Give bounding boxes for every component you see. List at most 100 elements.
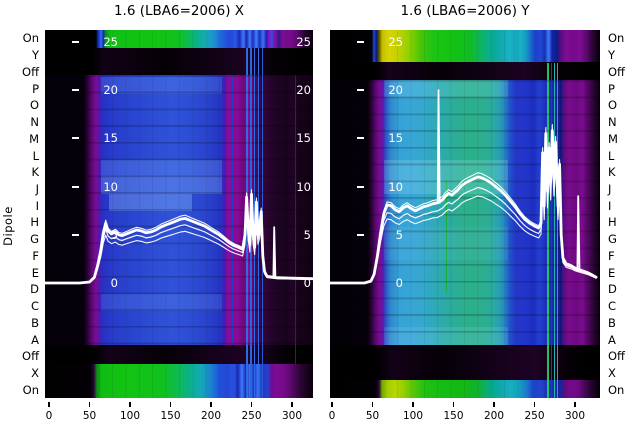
tick-value: 0 [110, 276, 118, 290]
row-label-a: A [608, 332, 616, 347]
y-tick-label: 0 [72, 276, 118, 290]
spike-line [436, 89, 441, 204]
y-tick-label: 15 [357, 131, 403, 145]
row-highlight [101, 294, 222, 311]
y-tick-label: 20 [357, 83, 403, 97]
spike-line [576, 195, 581, 271]
curve-plot [45, 189, 313, 285]
x-tick-mark [48, 402, 50, 407]
tick-value: 10 [103, 179, 118, 194]
x-tick-mark [250, 402, 253, 407]
row-label-x: X [31, 366, 39, 381]
row-label-o: O [608, 98, 618, 113]
x-tick-label: 50 [82, 410, 97, 422]
row-label-y: Y [608, 48, 616, 63]
row-label-on: On [608, 382, 625, 397]
row-label-c: C [608, 299, 617, 314]
x-tick-label: 150 [443, 410, 464, 422]
row-label-e: E [608, 265, 616, 280]
row-label-off: Off [22, 349, 39, 364]
y-tick-label: 25 [72, 35, 118, 49]
row-label-g: G [30, 232, 39, 247]
curve-plot [330, 89, 598, 285]
x-tick-mark [533, 402, 536, 407]
row-label-off: Off [22, 64, 39, 79]
x-tick-mark [210, 402, 212, 407]
row-label-n: N [608, 115, 617, 130]
tick-dash [357, 41, 364, 43]
row-label-f: F [608, 248, 615, 263]
x-on-rows-band-bottom [45, 364, 313, 398]
row-label-y: Y [31, 48, 39, 63]
tick-dash [357, 137, 364, 140]
panel-x-title: 1.6 (LBA6=2006) X [113, 3, 245, 19]
y-tick-label-right: 20 [296, 83, 311, 98]
row-label-o: O [29, 98, 39, 113]
row-label-a: A [31, 332, 39, 347]
row-highlight [384, 327, 509, 345]
x-tick-label: 200 [200, 410, 222, 422]
off-row-wash-top [330, 62, 600, 80]
main-curve [45, 192, 313, 285]
on-row-band-top [45, 30, 313, 48]
row-label-off: Off [608, 349, 625, 364]
tick-value: 15 [103, 131, 118, 146]
y-tick-label-right: 10 [296, 179, 311, 194]
row-label-on: On [608, 31, 625, 46]
x-tick-mark [169, 402, 172, 407]
off-row-wash-bottom [45, 345, 313, 364]
heatmap-panel-y: 25 20 15 10 5 0 [330, 30, 600, 398]
tick-value: 20 [103, 83, 118, 98]
tick-dash [357, 233, 364, 236]
row-texture [45, 75, 313, 345]
tick-value: 25 [103, 35, 118, 49]
row-label-p: P [32, 81, 39, 96]
x-tick-label: 100 [119, 410, 141, 422]
x-tick-mark [493, 402, 495, 407]
row-label-i: I [35, 198, 39, 213]
column-texture [330, 30, 600, 398]
off-row-wash-top [45, 48, 313, 75]
main-curve [330, 129, 598, 285]
y-tick-label: 20 [72, 83, 118, 97]
y-tick-label: 15 [72, 131, 118, 145]
x-tick-mark [129, 402, 131, 407]
y-tick-label: 10 [357, 180, 403, 194]
row-label-x: X [608, 366, 616, 381]
row-label-j: J [608, 181, 612, 196]
row-highlight [101, 77, 222, 94]
x-tick-mark [574, 402, 576, 407]
y-tick-label-right: 25 [296, 35, 311, 49]
tick-value: 15 [388, 131, 403, 146]
spike-line [272, 226, 277, 279]
column-texture [45, 30, 313, 398]
row-texture [330, 80, 600, 345]
x-tick-label: 0 [45, 410, 53, 422]
tick-dash [357, 185, 364, 188]
row-label-d: D [608, 282, 617, 297]
row-label-h: H [608, 215, 617, 230]
x-tick-label: 150 [160, 410, 181, 422]
y-tick-label-right: 5 [303, 227, 311, 242]
x-tick-mark [452, 402, 455, 407]
tick-value: 20 [388, 83, 403, 98]
tick-dash [72, 89, 79, 92]
x-tick-mark [331, 402, 333, 407]
tick-dash [72, 137, 79, 140]
row-label-p: P [608, 81, 615, 96]
row-label-m: M [29, 131, 39, 146]
y-tick-label: 5 [357, 228, 403, 242]
row-label-k: K [608, 165, 616, 180]
tick-value: 0 [395, 276, 403, 290]
row-label-off: Off [608, 64, 625, 79]
vertical-line [294, 75, 297, 364]
vertical-line [445, 180, 447, 292]
heatmap-panel-x: 25 20 15 10 5 0 25 20 15 10 5 0 [45, 30, 313, 398]
y-tick-label-right: 0 [303, 276, 311, 290]
tick-dash [357, 89, 364, 92]
vertical-line [553, 63, 556, 398]
tick-value: 5 [110, 227, 118, 242]
row-label-l: L [608, 148, 615, 163]
row-label-g: G [608, 232, 617, 247]
tick-dash [72, 233, 79, 236]
